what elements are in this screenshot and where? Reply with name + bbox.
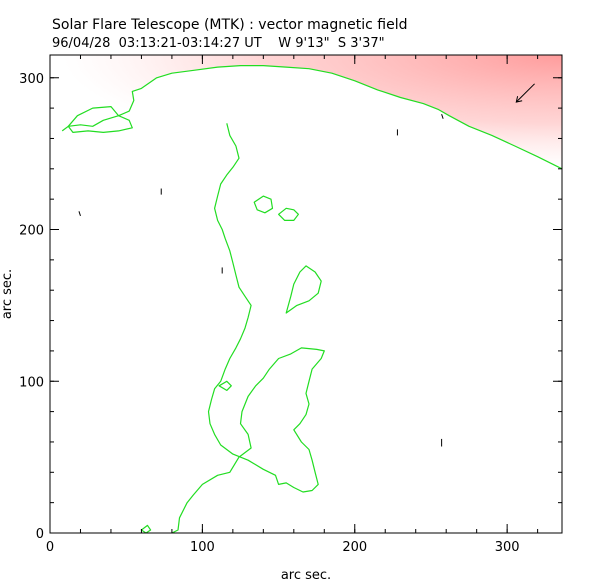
field-vector-5 [441,114,444,119]
y-axis-label: arc sec. [0,269,15,319]
chart-title: Solar Flare Telescope (MTK) : vector mag… [52,17,408,33]
neutral-line [171,123,325,533]
y-tick-label: 0 [36,527,44,542]
field-vector-1 [78,211,81,217]
x-axis-label: arc sec. [281,568,331,583]
island-mid-right [285,265,322,314]
chart-subtitle: 96/04/28 03:13:21-03:14:27 UT W 9'13" S … [52,36,385,51]
island-small-2 [253,195,274,214]
x-tick-label: 300 [495,540,520,555]
y-tick-label: 200 [19,224,44,239]
y-tick-label: 300 [19,72,44,87]
field-vector-arrowhead [515,96,523,103]
field-vector-7 [515,83,535,103]
island-top-left [67,106,133,133]
limb-contour [61,65,562,170]
plot-frame [49,54,563,534]
island-small-4 [140,524,152,533]
x-tick-label: 0 [46,540,54,555]
island-small-1 [278,207,299,221]
island-small-3 [218,380,232,391]
y-tick-label: 100 [19,375,44,390]
x-tick-label: 200 [342,540,367,555]
x-tick-label: 100 [190,540,215,555]
off-limb-shade [62,55,562,169]
